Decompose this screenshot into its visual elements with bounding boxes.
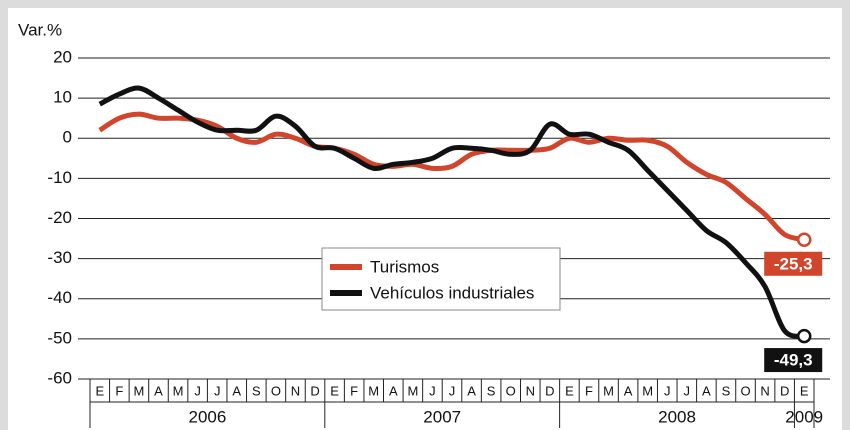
year-label: 2007 <box>423 407 461 426</box>
x-tick-label: N <box>526 383 535 398</box>
series-line <box>98 85 805 339</box>
value-label-text: -25,3 <box>774 254 813 273</box>
y-tick-label: 10 <box>53 88 72 107</box>
x-tick-label: E <box>565 383 574 398</box>
x-tick-label: E <box>800 383 809 398</box>
value-label-box <box>764 251 823 276</box>
x-tick-label: J <box>684 383 691 398</box>
value-label-text: -49,3 <box>774 351 813 370</box>
x-tick-label: A <box>232 383 241 398</box>
x-tick-label: N <box>291 383 300 398</box>
x-tick-label: O <box>506 383 516 398</box>
x-tick-label: O <box>271 383 281 398</box>
x-tick-label: S <box>722 383 731 398</box>
x-tick-label: A <box>154 383 163 398</box>
year-label: 2008 <box>658 407 696 426</box>
x-tick-label: S <box>487 383 496 398</box>
x-tick-label: D <box>545 383 554 398</box>
x-tick-label: M <box>407 383 418 398</box>
x-tick-label: J <box>194 383 201 398</box>
x-tick-label: A <box>467 383 476 398</box>
x-tick-label: J <box>214 383 221 398</box>
y-tick-label: -50 <box>47 328 72 347</box>
year-label: 2006 <box>188 407 226 426</box>
x-tick-label: J <box>429 383 436 398</box>
end-marker <box>796 328 812 344</box>
x-tick-label: M <box>133 383 144 398</box>
series-line <box>98 111 805 243</box>
x-tick-label: A <box>624 383 633 398</box>
x-tick-label: M <box>642 383 653 398</box>
x-tick-label: F <box>115 383 123 398</box>
year-label: 2009 <box>785 407 823 426</box>
legend-label: Vehículos industriales <box>370 283 534 302</box>
y-tick-label: 20 <box>53 47 72 66</box>
end-marker <box>796 232 812 248</box>
y-axis-label: Var.% <box>18 20 62 39</box>
x-tick-label: S <box>252 383 261 398</box>
value-label-box <box>764 348 823 373</box>
x-tick-label: M <box>173 383 184 398</box>
x-tick-label: E <box>95 383 104 398</box>
legend-label: Turismos <box>370 257 439 276</box>
x-tick-label: J <box>664 383 671 398</box>
x-tick-label: A <box>389 383 398 398</box>
y-tick-label: 0 <box>63 128 72 147</box>
x-tick-label: D <box>310 383 319 398</box>
x-tick-label: M <box>368 383 379 398</box>
x-tick-label: F <box>350 383 358 398</box>
x-tick-label: O <box>740 383 750 398</box>
y-tick-label: -60 <box>47 368 72 387</box>
legend-box <box>321 247 561 311</box>
x-tick-label: D <box>780 383 789 398</box>
y-tick-label: -30 <box>47 248 72 267</box>
x-tick-label: F <box>585 383 593 398</box>
x-tick-label: A <box>702 383 711 398</box>
x-tick-label: M <box>603 383 614 398</box>
value-label: -25,3 <box>764 251 823 276</box>
y-tick-label: -10 <box>47 168 72 187</box>
y-tick-label: -40 <box>47 288 72 307</box>
value-label: -49,3 <box>764 348 823 373</box>
y-tick-label: -20 <box>47 208 72 227</box>
legend: Turismos Vehículos industriales <box>321 247 561 311</box>
x-tick-label: J <box>449 383 456 398</box>
x-tick-label: N <box>760 383 769 398</box>
x-tick-label: E <box>330 383 339 398</box>
